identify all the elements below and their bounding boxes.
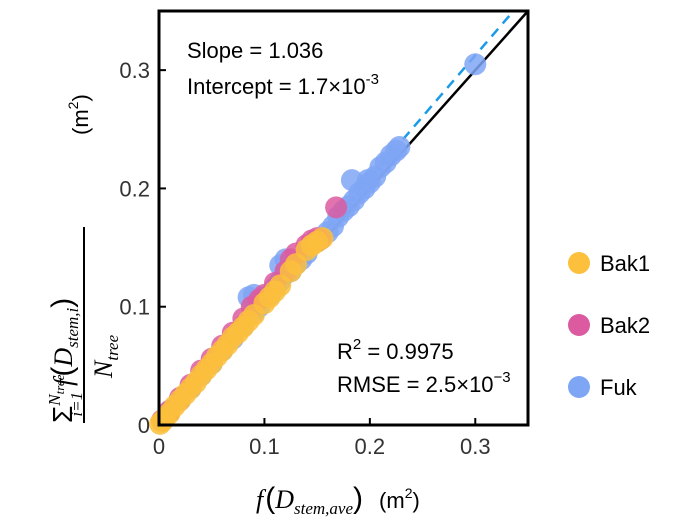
x-tick-label: 0 (153, 434, 165, 459)
data-point-bak2 (325, 196, 348, 219)
y-label-denominator: Ntree (89, 334, 122, 379)
y-tick-label: 0.1 (119, 295, 150, 320)
y-unit-close: ) (68, 94, 93, 101)
y-label-f: f (49, 375, 78, 386)
y-label-numerator: ΣNtreei=1f(Dstem,i) (45, 298, 86, 423)
rmse-text: RMSE = 2.5×10 (337, 372, 494, 397)
legend-label-bak1: Bak1 (600, 251, 650, 276)
x-tick-label: 0.2 (355, 434, 386, 459)
r2-superscript: 2 (353, 336, 361, 353)
intercept-exponent: -3 (366, 71, 379, 88)
data-point-fuk (340, 169, 363, 192)
axis-ticks: 0 0.1 0.2 0.3 0 0.1 0.2 0.3 (119, 58, 490, 459)
x-axis-label: f(Dstem,ave) (m2) (256, 482, 420, 518)
x-label-D: D (274, 485, 294, 514)
data-point-bak1 (311, 227, 334, 250)
intercept-annotation: Intercept = 1.7×10-3 (187, 71, 379, 99)
y-label-den-sub: tree (103, 334, 122, 360)
rmse-exponent: −3 (494, 369, 511, 386)
plot-frame (157, 9, 530, 427)
x-unit-close: ) (412, 488, 419, 513)
r2-label: R (337, 339, 353, 364)
r2-value: = 0.9975 (361, 339, 453, 364)
r2-annotation: R2 = 0.9975 (337, 336, 454, 364)
rmse-annotation: RMSE = 2.5×10−3 (337, 369, 511, 397)
y-unit-label: (m2) (65, 94, 93, 135)
x-unit-sup: 2 (405, 485, 413, 501)
y-label-sum-sub: i=1 (67, 392, 86, 417)
data-point-fuk (356, 169, 379, 192)
legend-label-fuk: Fuk (600, 375, 638, 400)
x-tick-label: 0.1 (249, 434, 280, 459)
y-tick-label: 0.2 (119, 176, 150, 201)
legend-label-bak2: Bak2 (600, 313, 650, 338)
x-label-sub: stem,ave (294, 499, 353, 518)
data-point-fuk (388, 136, 411, 159)
y-label-sigma: Σ (47, 406, 78, 423)
legend-marker-bak1 (568, 252, 590, 274)
data-point-fuk (464, 53, 487, 76)
x-label-f: f (256, 485, 267, 514)
y-label-den: N (89, 359, 118, 379)
y-unit: (m (68, 109, 93, 135)
x-unit: (m (379, 488, 405, 513)
intercept-text: Intercept = 1.7×10 (187, 74, 366, 99)
y-label-sum-sup: N (45, 393, 64, 407)
y-unit-sup: 2 (65, 101, 81, 109)
legend-marker-fuk (568, 376, 590, 398)
legend-marker-bak2 (568, 314, 590, 336)
x-tick-label: 0.3 (460, 434, 491, 459)
y-tick-label: 0.3 (119, 58, 150, 83)
y-label-sum-sup-sub: tree (52, 374, 67, 394)
slope-annotation: Slope = 1.036 (187, 38, 323, 63)
y-label-D: D (49, 348, 78, 368)
legend: Bak1 Bak2 Fuk (568, 251, 650, 400)
y-label-sub: stem,i (63, 307, 82, 347)
y-axis-label: ΣNtreei=1f(Dstem,i) Ntree (m2) (45, 94, 122, 423)
y-tick-label: 0 (138, 413, 150, 438)
